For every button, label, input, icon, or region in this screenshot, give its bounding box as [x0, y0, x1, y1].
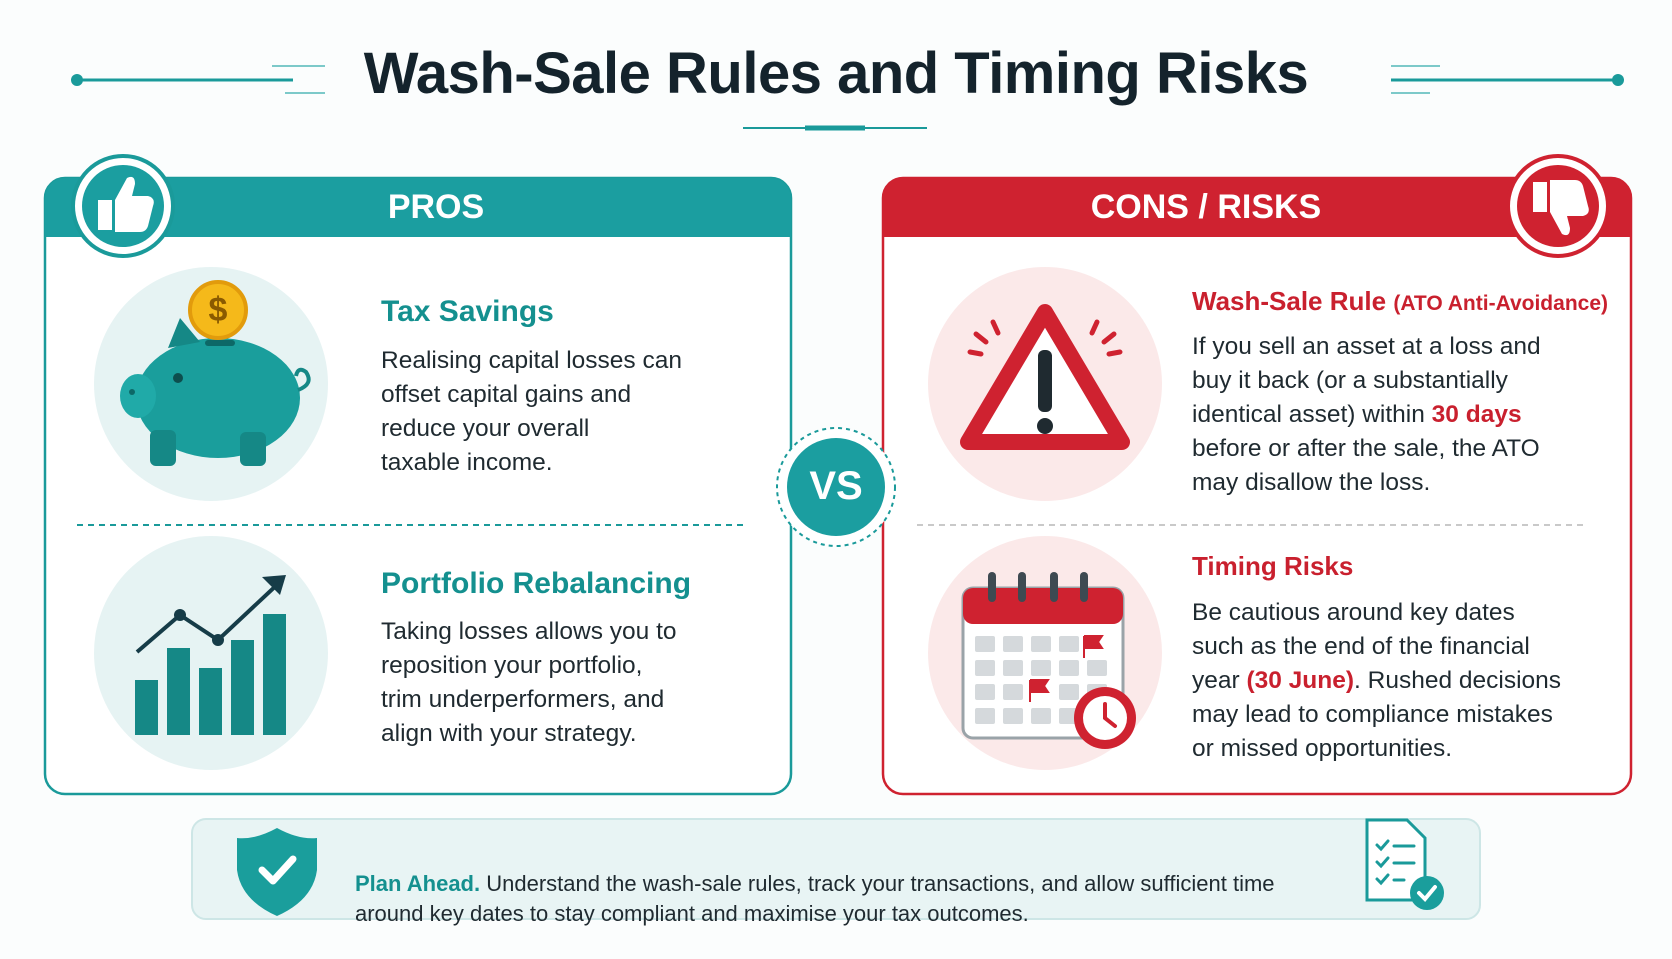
- calendar-cell: [1003, 660, 1023, 676]
- text-line: Taking losses allows you to: [381, 615, 677, 649]
- text-line: or missed opportunities.: [1192, 732, 1561, 766]
- title-main: Wash-Sale Rule: [1192, 286, 1387, 316]
- calendar-cell: [1031, 636, 1051, 652]
- coin-symbol: $: [208, 291, 228, 329]
- text-line: align with your strategy.: [381, 717, 677, 751]
- item-text: If you sell an asset at a loss and buy it…: [1192, 330, 1541, 500]
- page-title: Wash-Sale Rules and Timing Risks: [363, 41, 1309, 106]
- item-title: Tax Savings: [381, 295, 554, 328]
- calendar-cell: [1003, 708, 1023, 724]
- text-segment: or missed opportunities.: [1192, 735, 1453, 762]
- item-text: Taking losses allows you to reposition yo…: [381, 615, 677, 751]
- text-segment: identical asset) within: [1192, 401, 1432, 428]
- text-segment: taxable income.: [381, 449, 553, 476]
- footer-lead: Plan Ahead.: [355, 871, 481, 896]
- calendar-cell: [1087, 660, 1107, 676]
- footer-text: Plan Ahead. Understand the wash-sale rul…: [355, 839, 1275, 959]
- text-line: reduce your overall: [381, 412, 682, 446]
- calendar-cell: [1059, 636, 1079, 652]
- item-text: Realising capital losses can offset capit…: [381, 344, 682, 480]
- text-segment: Be cautious around key dates: [1192, 599, 1515, 626]
- calendar-cell: [1003, 636, 1023, 652]
- text-line: identical asset) within 30 days: [1192, 398, 1541, 432]
- text-segment: year: [1192, 667, 1247, 694]
- text-segment: align with your strategy.: [381, 720, 637, 747]
- text-segment: may lead to compliance mistakes: [1192, 701, 1553, 728]
- text-segment: If you sell an asset at a loss and: [1192, 333, 1541, 360]
- item-title: Portfolio Rebalancing: [381, 567, 692, 600]
- text-line: Be cautious around key dates: [1192, 596, 1561, 630]
- footer-line: around key dates to stay compliant and m…: [355, 901, 1029, 926]
- cons-heading: CONS / RISKS: [1090, 188, 1322, 226]
- item-text: Be cautious around key dates such as the …: [1192, 596, 1561, 766]
- calendar-cell: [1059, 660, 1079, 676]
- footer-text: Understand the wash-sale rules, track yo…: [480, 871, 1275, 896]
- text-segment: before or after the sale, the ATO: [1192, 435, 1540, 462]
- text-line: such as the end of the financial: [1192, 630, 1561, 664]
- text-segment: such as the end of the financial: [1192, 633, 1530, 660]
- vs-label: VS: [809, 464, 863, 508]
- text-segment: Taking losses allows you to: [381, 618, 677, 645]
- calendar-cell: [975, 708, 995, 724]
- title-sub: (ATO Anti-Avoidance): [1393, 292, 1608, 315]
- item-title: Timing Risks: [1192, 551, 1354, 581]
- text-line: offset capital gains and: [381, 378, 682, 412]
- calendar-cell: [1059, 708, 1079, 724]
- text-line: buy it back (or a substantially: [1192, 364, 1541, 398]
- text-line: year (30 June). Rushed decisions: [1192, 664, 1561, 698]
- text-segment: trim underperformers, and: [381, 686, 665, 713]
- text-line: trim underperformers, and: [381, 683, 677, 717]
- text-line: Realising capital losses can: [381, 344, 682, 378]
- calendar-cell: [1031, 708, 1051, 724]
- text-segment: reduce your overall: [381, 415, 590, 442]
- calendar-cell: [1003, 684, 1023, 700]
- text-line: reposition your portfolio,: [381, 649, 677, 683]
- text-segment: may disallow the loss.: [1192, 469, 1431, 496]
- highlight: (30 June): [1246, 667, 1355, 694]
- text-segment: Realising capital losses can: [381, 347, 682, 374]
- text-segment: . Rushed decisions: [1354, 667, 1562, 694]
- text-segment: reposition your portfolio,: [381, 652, 643, 679]
- highlight: 30 days: [1431, 401, 1522, 428]
- text-line: may lead to compliance mistakes: [1192, 698, 1561, 732]
- calendar-cell: [1059, 684, 1079, 700]
- calendar-cell: [975, 660, 995, 676]
- text-line: before or after the sale, the ATO: [1192, 432, 1541, 466]
- text-line: may disallow the loss.: [1192, 466, 1541, 500]
- footer-line: Plan Ahead. Understand the wash-sale rul…: [355, 869, 1275, 899]
- pros-heading: PROS: [387, 188, 485, 226]
- text-segment: buy it back (or a substantially: [1192, 367, 1508, 394]
- text-line: taxable income.: [381, 446, 682, 480]
- text-line: If you sell an asset at a loss and: [1192, 330, 1541, 364]
- calendar-cell: [975, 684, 995, 700]
- item-title: Wash-Sale Rule (ATO Anti-Avoidance): [1192, 286, 1608, 317]
- calendar-cell: [1031, 660, 1051, 676]
- text-segment: offset capital gains and: [381, 381, 632, 408]
- calendar-cell: [975, 636, 995, 652]
